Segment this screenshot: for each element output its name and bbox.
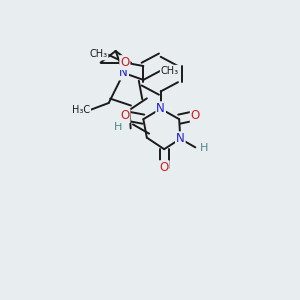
Text: O: O	[120, 56, 130, 69]
Text: N: N	[156, 102, 165, 115]
Text: H: H	[114, 122, 122, 132]
Text: CH₃: CH₃	[161, 66, 179, 76]
Text: H₃C: H₃C	[72, 105, 90, 115]
Text: CH₃: CH₃	[89, 50, 108, 59]
Text: N: N	[119, 67, 128, 80]
Text: H: H	[200, 143, 208, 154]
Text: O: O	[191, 109, 200, 122]
Text: O: O	[160, 161, 169, 174]
Text: N: N	[176, 132, 185, 145]
Text: O: O	[120, 109, 130, 122]
